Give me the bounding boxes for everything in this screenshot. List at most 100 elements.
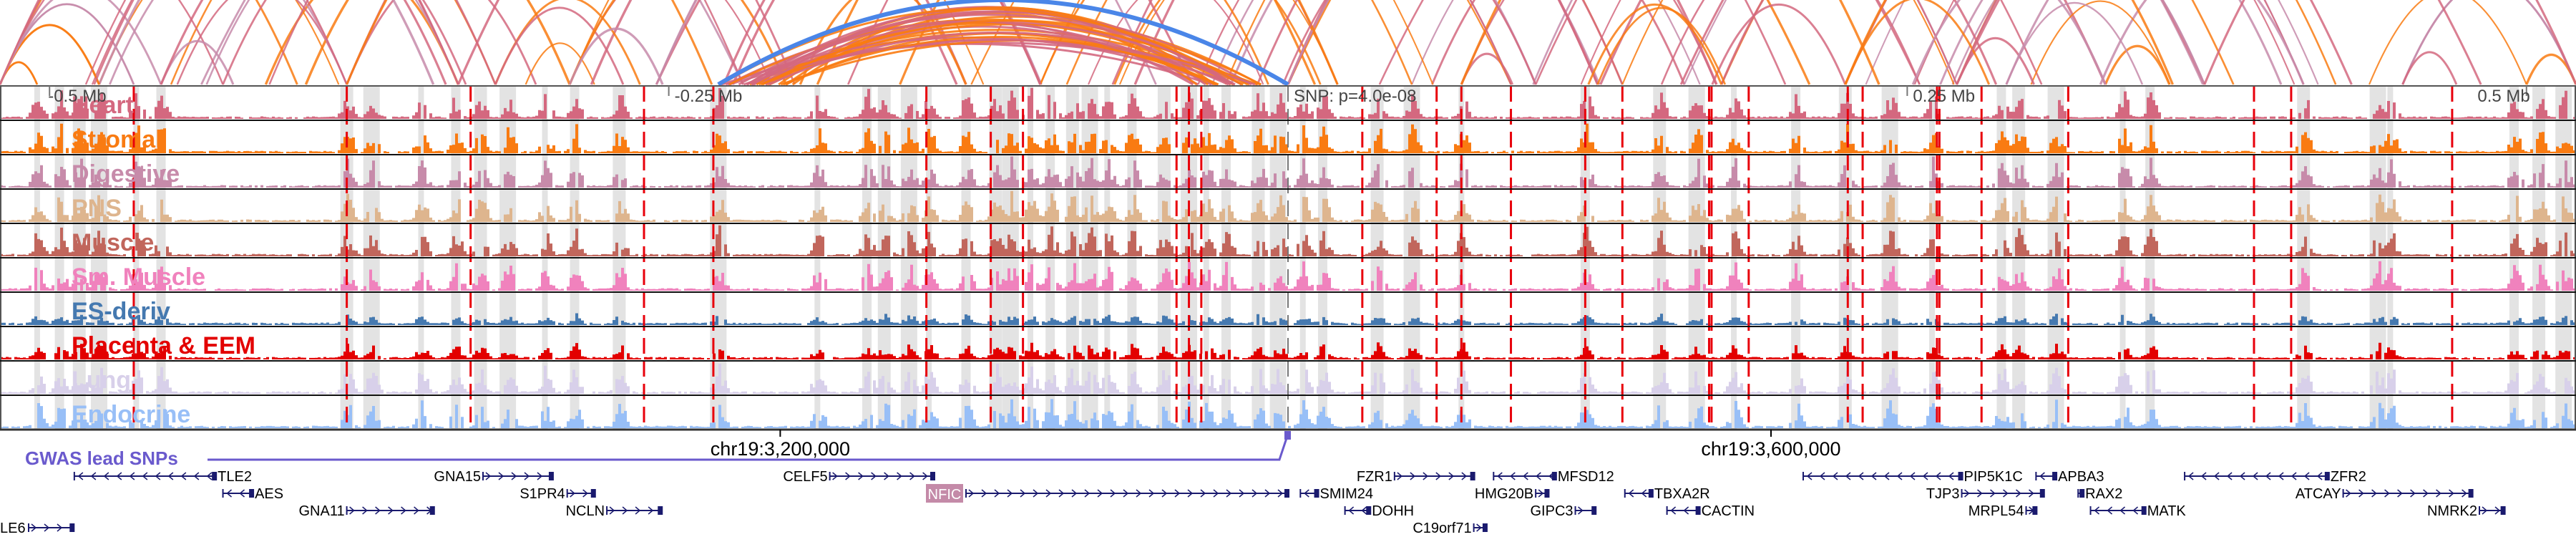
signal-bars: [0, 313, 2576, 325]
chromatin-loop-arc: [568, 27, 664, 85]
signal-track-lung: [0, 364, 2576, 394]
signal-bars: [0, 399, 2576, 428]
gene-exon: [1551, 472, 1557, 480]
strand-arrow-icon: [897, 472, 902, 480]
strand-arrow-icon: [2200, 472, 2207, 480]
gene-label: MFSD12: [1558, 469, 1614, 485]
strand-arrow-icon: [1410, 472, 1416, 480]
gene-exon: [1284, 489, 1289, 498]
strand-arrow-icon: [1348, 506, 1355, 515]
gene-atcay: ATCAY: [2296, 486, 2474, 502]
track-label: ES-deriv: [72, 298, 170, 325]
signal-track-endocrine: [0, 399, 2576, 428]
gene-label: ZFR2: [2331, 469, 2366, 485]
strand-arrow-icon: [2278, 472, 2284, 480]
strand-arrow-icon: [1071, 489, 1078, 498]
track-label: Endocrine: [72, 401, 190, 428]
strand-arrow-icon: [2265, 472, 2271, 480]
strand-arrow-icon: [1045, 489, 1052, 498]
signal-bars: [0, 342, 2576, 359]
strand-arrow-icon: [2119, 506, 2126, 515]
strand-arrow-icon: [2094, 506, 2100, 515]
strand-arrow-icon: [2252, 472, 2258, 480]
chromatin-loop-arc: [1683, 0, 2204, 85]
strand-arrow-icon: [1538, 489, 1544, 498]
strand-arrow-icon: [1641, 489, 1647, 498]
coordinate-and-gwas: chr19:3,200,000 chr19:3,600,000 GWAS lead …: [0, 428, 2576, 469]
gene-exon: [1482, 523, 1488, 532]
strand-arrow-icon: [2107, 506, 2113, 515]
strand-arrow-icon: [77, 472, 84, 480]
strand-arrow-icon: [871, 472, 877, 480]
strand-arrow-icon: [1578, 506, 1584, 515]
strand-arrow-icon: [582, 489, 588, 498]
signal-track-es-deriv: [0, 313, 2576, 325]
strand-arrow-icon: [1448, 472, 1455, 480]
signal-bars: [0, 190, 2576, 222]
axis-tick-label: 0.25 Mb: [1913, 87, 1975, 106]
strand-arrow-icon: [968, 489, 975, 498]
strand-arrow-icon: [1476, 523, 1482, 532]
gene-exon: [2468, 489, 2474, 498]
gene-pip5k1c: PIP5K1C: [1802, 469, 2023, 485]
gene-exon: [1648, 489, 1654, 498]
strand-arrow-icon: [1435, 472, 1442, 480]
signal-bars: [0, 87, 2576, 119]
gene-gipc3: GIPC3: [1531, 503, 1597, 519]
chromatin-loop-arc: [738, 13, 1242, 86]
gwas-track-label: GWAS lead SNPs: [25, 448, 178, 469]
chromatin-loop-arc: [1911, 0, 2107, 85]
strand-arrow-icon: [2410, 489, 2416, 498]
gene-mrpl54: MRPL54: [1968, 503, 2038, 519]
gene-exon: [2079, 489, 2085, 498]
gene-tle2: TLE2: [73, 469, 252, 485]
strand-arrow-icon: [1461, 472, 1468, 480]
strand-arrow-icon: [2226, 472, 2233, 480]
chromatin-loop-arc: [786, 6, 1216, 86]
strand-arrow-icon: [2358, 489, 2364, 498]
chromatin-loop-arc: [1596, 6, 1727, 85]
strand-arrow-icon: [1510, 472, 1516, 480]
strand-arrow-icon: [1670, 506, 1677, 515]
strand-arrow-icon: [2016, 489, 2021, 498]
gene-label: AES: [255, 486, 283, 502]
chromatin-loop-arc: [1287, 0, 1811, 85]
track-label: PNS: [72, 195, 122, 222]
strand-arrow-icon: [1226, 489, 1232, 498]
chromatin-loop-arc: [160, 0, 447, 85]
track-label: Muscle: [72, 229, 154, 256]
strand-arrow-icon: [1252, 489, 1258, 498]
strand-arrow-icon: [1964, 489, 1970, 498]
strand-arrow-icon: [180, 472, 187, 480]
chromatin-loop-arc: [494, 6, 625, 85]
strand-arrow-icon: [1523, 472, 1528, 480]
gene-mfsd12: MFSD12: [1493, 469, 1614, 485]
strand-arrow-icon: [2346, 489, 2351, 498]
strand-arrow-icon: [1935, 472, 1941, 480]
gwas-snp-marker: [1284, 431, 1291, 440]
chromatin-loop-arc: [1913, 0, 2305, 85]
gene-label: TJP3: [1926, 486, 1960, 502]
chromatin-loop-arc: [2030, 0, 2171, 85]
chromatin-loop-arcs: [0, 0, 2576, 87]
chromatin-loop-arc: [1460, 0, 1880, 85]
chromatin-loop-arc: [768, 32, 1229, 86]
gene-label: SMIM24: [1320, 486, 1373, 502]
strand-arrow-icon: [2039, 472, 2045, 480]
snp-pvalue-label: SNP: p=4.0e-08: [1294, 87, 1416, 106]
chromatin-loop-arc: [1621, 0, 1955, 85]
strand-arrow-icon: [2462, 489, 2467, 498]
strand-arrow-icon: [226, 489, 233, 498]
strand-arrow-icon: [635, 506, 641, 515]
strand-arrow-icon: [1628, 489, 1634, 498]
strand-arrow-icon: [1264, 489, 1271, 498]
gene-gna15: GNA15: [434, 469, 554, 485]
strand-arrow-icon: [129, 472, 135, 480]
strand-arrow-icon: [1161, 489, 1168, 498]
gene-label: CELF5: [783, 469, 827, 485]
strand-arrow-icon: [1110, 489, 1116, 498]
chromatin-loop-arc: [264, 0, 459, 85]
signal-bars: [0, 225, 2576, 256]
gene-exon: [1958, 472, 1963, 480]
strand-arrow-icon: [832, 472, 838, 480]
